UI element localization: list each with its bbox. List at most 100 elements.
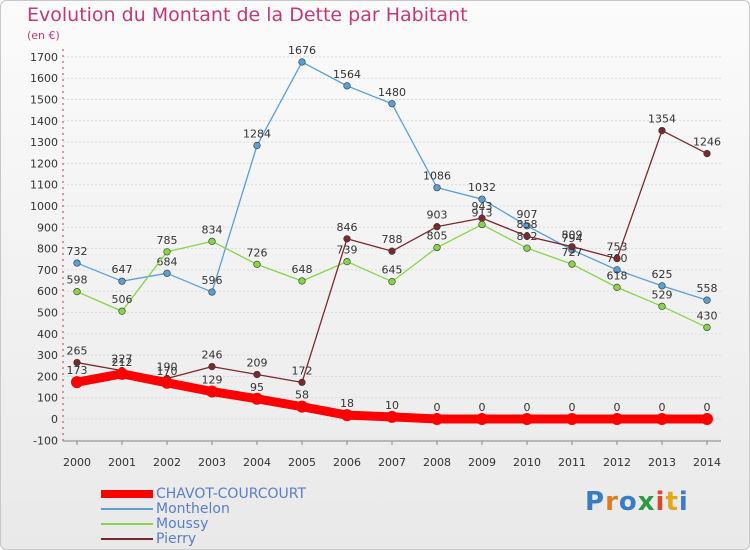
data-point	[343, 82, 351, 90]
y-tick-label: 1200	[30, 157, 58, 170]
data-label: 785	[157, 234, 178, 247]
data-point	[298, 58, 306, 66]
data-label: 506	[112, 293, 133, 306]
data-label: 903	[427, 209, 448, 222]
x-tick-label: 2005	[288, 456, 316, 469]
y-tick-label: 700	[37, 264, 58, 277]
data-label: 794	[562, 232, 583, 245]
x-tick-label: 2014	[693, 456, 721, 469]
data-label: 430	[697, 309, 718, 322]
x-tick-label: 2007	[378, 456, 406, 469]
data-label: 129	[202, 374, 223, 387]
data-label: 209	[247, 356, 268, 369]
data-label: 58	[295, 389, 309, 402]
data-label: 625	[652, 268, 673, 281]
x-tick-label: 2013	[648, 456, 676, 469]
y-tick-label: -100	[33, 434, 58, 447]
data-point	[566, 413, 578, 425]
legend: CHAVOT-COURCOURT Monthelon Moussy Pierry	[101, 487, 306, 547]
legend-label: Moussy	[156, 516, 209, 532]
data-point	[388, 247, 396, 255]
data-label: 18	[340, 397, 354, 410]
data-point	[161, 376, 173, 389]
data-label: 805	[427, 230, 448, 243]
data-point	[613, 283, 621, 291]
data-label: 907	[517, 208, 538, 221]
x-tick-label: 2009	[468, 456, 496, 469]
legend-label: CHAVOT-COURCOURT	[156, 486, 307, 502]
x-tick-label: 2002	[153, 456, 181, 469]
data-label: 172	[292, 364, 313, 377]
y-tick-label: 600	[37, 285, 58, 298]
data-label: 0	[524, 401, 531, 414]
data-point	[298, 277, 306, 285]
y-tick-label: 800	[37, 243, 58, 256]
data-label: 0	[704, 401, 711, 414]
chart-title: Evolution du Montant de la Dette par Hab…	[27, 4, 468, 26]
legend-label: Pierry	[156, 531, 197, 547]
data-point	[118, 307, 126, 315]
data-point	[341, 409, 353, 422]
y-tick-label: 300	[37, 349, 58, 362]
x-tick-label: 2011	[558, 456, 586, 469]
data-label: 726	[247, 246, 268, 259]
data-label: 0	[434, 401, 441, 414]
data-point	[296, 400, 308, 413]
data-point	[206, 385, 218, 398]
data-label: 529	[652, 288, 673, 301]
data-label: 834	[202, 223, 223, 236]
legend-item: CHAVOT-COURCOURT	[101, 487, 306, 502]
data-label: 95	[250, 381, 264, 394]
data-label: 10	[385, 399, 399, 412]
data-label: 739	[337, 244, 358, 257]
data-point	[73, 358, 81, 367]
y-tick-label: 1100	[30, 179, 58, 192]
data-point	[658, 126, 666, 135]
data-point	[613, 255, 621, 263]
data-label: 943	[472, 200, 493, 213]
x-tick-label: 2008	[423, 456, 451, 469]
data-label: 173	[67, 364, 88, 377]
data-point	[658, 302, 666, 310]
data-label: 212	[112, 356, 133, 369]
data-point	[253, 370, 261, 379]
legend-label: Monthelon	[156, 501, 230, 517]
x-tick-label: 2012	[603, 456, 631, 469]
data-point	[431, 413, 443, 425]
data-point	[658, 282, 666, 290]
data-point	[73, 288, 81, 296]
y-tick-label: 1000	[30, 200, 58, 213]
data-point	[701, 413, 713, 425]
y-tick-label: 1400	[30, 115, 58, 128]
data-label: 1086	[423, 170, 451, 183]
data-point	[523, 222, 531, 230]
y-tick-label: 1600	[30, 72, 58, 85]
legend-item: Pierry	[101, 532, 306, 547]
data-label: 788	[382, 233, 403, 246]
data-point	[703, 150, 711, 158]
data-point	[478, 220, 486, 229]
data-label: 1564	[333, 68, 361, 81]
data-point	[523, 232, 531, 240]
chart-unit: (en €)	[27, 29, 60, 42]
data-point	[253, 141, 261, 150]
data-point	[251, 392, 263, 405]
y-tick-label: 1500	[30, 94, 58, 107]
data-label: 596	[202, 274, 223, 287]
data-label: 558	[697, 282, 718, 295]
y-tick-label: 900	[37, 221, 58, 234]
y-tick-label: 100	[37, 392, 58, 405]
y-tick-label: 200	[37, 370, 58, 383]
data-label: 1246	[693, 136, 721, 149]
y-tick-label: 1700	[30, 51, 58, 64]
data-point	[478, 195, 486, 203]
data-label: 913	[472, 207, 493, 220]
data-label: 647	[112, 263, 133, 276]
data-label: 1676	[288, 44, 316, 57]
legend-swatch	[101, 508, 153, 510]
x-tick-label: 2001	[108, 456, 136, 469]
legend-swatch	[101, 523, 153, 525]
y-tick-label: 0	[51, 413, 58, 426]
